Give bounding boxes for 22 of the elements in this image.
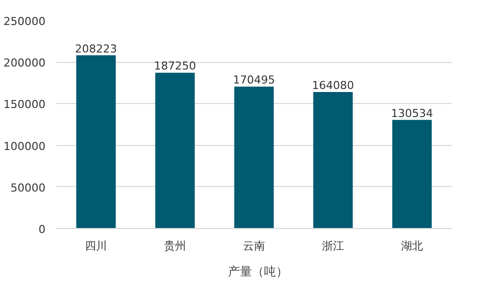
text: 产量（吨） [228,264,288,280]
x-tick-label: 浙江 [322,240,344,252]
bar [76,55,116,228]
data-label: 187250 [154,60,196,73]
y-tick-label: 0 [38,223,46,236]
y-tick-label: 50000 [10,181,46,194]
x-tick-label: 贵州 [164,240,186,252]
x-tick-label: 湖北 [401,240,423,252]
x-tick-label: 四川 [85,240,107,252]
bar [392,120,432,228]
data-label: 208223 [75,42,118,56]
data-label: 130534 [391,106,434,120]
x-tick-label: 云南 [243,240,265,252]
data-label: 170495 [233,74,276,87]
bar [155,72,195,228]
y-tick-label: 100000 [4,140,46,153]
data-label: 164080 [312,78,354,92]
y-tick-label: 150000 [4,98,46,112]
bar [234,86,274,228]
bar [313,92,353,228]
y-tick-label: 250000 [4,15,46,28]
y-tick-label: 200000 [4,56,46,70]
